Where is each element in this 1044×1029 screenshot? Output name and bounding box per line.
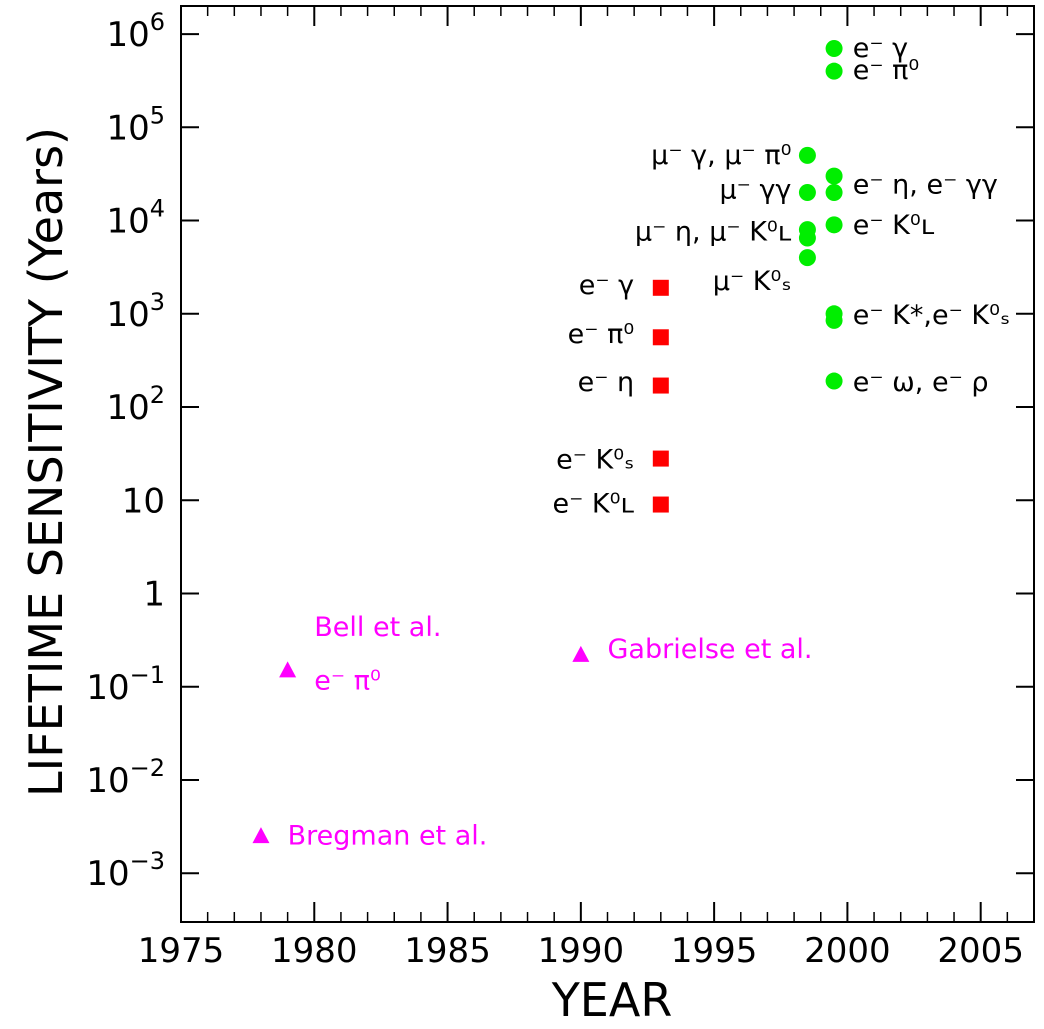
annotation-label: μ⁻ η, μ⁻ K⁰ʟ <box>635 217 792 248</box>
x-tick-label: 2000 <box>804 931 891 971</box>
annotation-label: e⁻ K⁰ₛ <box>556 445 634 476</box>
x-tick-label: 1990 <box>538 931 625 971</box>
data-point-square <box>652 329 669 346</box>
y-tick-label: 10−3 <box>86 847 165 894</box>
annotation-label: Bregman et al. <box>288 821 488 852</box>
data-point-circle <box>798 229 816 247</box>
data-point-triangle <box>279 661 297 678</box>
annotation-label: e⁻ γ <box>579 270 634 301</box>
data-point-circle <box>825 167 843 185</box>
data-point-triangle <box>252 827 270 844</box>
annotation-label: e⁻ π⁰ <box>314 665 381 696</box>
x-tick-label: 1985 <box>404 931 491 971</box>
y-tick-label: 1 <box>143 575 165 615</box>
x-tick-label: 1980 <box>271 931 358 971</box>
annotation-label: e⁻ π⁰ <box>568 319 635 350</box>
annotation-label: μ⁻ γ, μ⁻ π⁰ <box>651 140 791 171</box>
data-point-circle <box>825 311 843 329</box>
data-point-circle <box>825 40 843 58</box>
y-axis-title: LIFETIME SENSITIVITY (Years) <box>19 127 73 797</box>
data-point-circle <box>798 146 816 164</box>
x-tick-label: 1995 <box>671 931 758 971</box>
y-tick-label: 10−2 <box>86 754 165 801</box>
data-point-circle <box>825 183 843 201</box>
y-tick-label: 104 <box>106 195 165 242</box>
y-tick-label: 10 <box>122 481 165 521</box>
data-point-circle <box>798 249 816 267</box>
x-tick-label: 1975 <box>138 931 225 971</box>
data-point-circle <box>825 62 843 80</box>
annotation-label: μ⁻ γγ <box>719 175 791 206</box>
data-point-square <box>652 377 669 394</box>
data-point-square <box>652 496 669 513</box>
x-axis-title: YEAR <box>551 973 673 1027</box>
y-tick-label: 105 <box>106 101 165 148</box>
annotation-label: Gabrielse et al. <box>608 634 813 665</box>
y-tick-label: 103 <box>106 288 165 335</box>
x-tick-label: 2005 <box>937 931 1024 971</box>
annotation-label: e⁻ K*,e⁻ K⁰ₛ <box>853 300 1010 331</box>
annotation-label: e⁻ γ <box>853 33 908 64</box>
data-point-square <box>652 450 669 467</box>
data-point-circle <box>798 183 816 201</box>
annotation-label: Bell et al. <box>314 612 441 643</box>
data-point-circle <box>825 216 843 234</box>
y-tick-label: 102 <box>106 381 165 428</box>
annotation-label: e⁻ π⁰ <box>853 55 920 86</box>
data-point-triangle <box>572 645 590 662</box>
annotation-label: e⁻ K⁰ʟ <box>853 210 935 241</box>
annotation-label: e⁻ η <box>578 367 635 398</box>
annotation-label: e⁻ η, e⁻ γγ <box>853 169 998 200</box>
annotation-label: e⁻ K⁰ʟ <box>552 488 634 519</box>
annotation-label: μ⁻ K⁰ₛ <box>713 266 792 297</box>
data-point-circle <box>825 372 843 390</box>
y-tick-label: 10−1 <box>86 661 165 708</box>
annotation-label: e⁻ ω, e⁻ ρ <box>853 367 989 398</box>
data-point-square <box>652 279 669 296</box>
y-tick-label: 106 <box>106 8 165 55</box>
plot-area: 1975 1980 1985 1990 1995 2000 2005 10−3 10−2 10−1… <box>86 5 1035 971</box>
